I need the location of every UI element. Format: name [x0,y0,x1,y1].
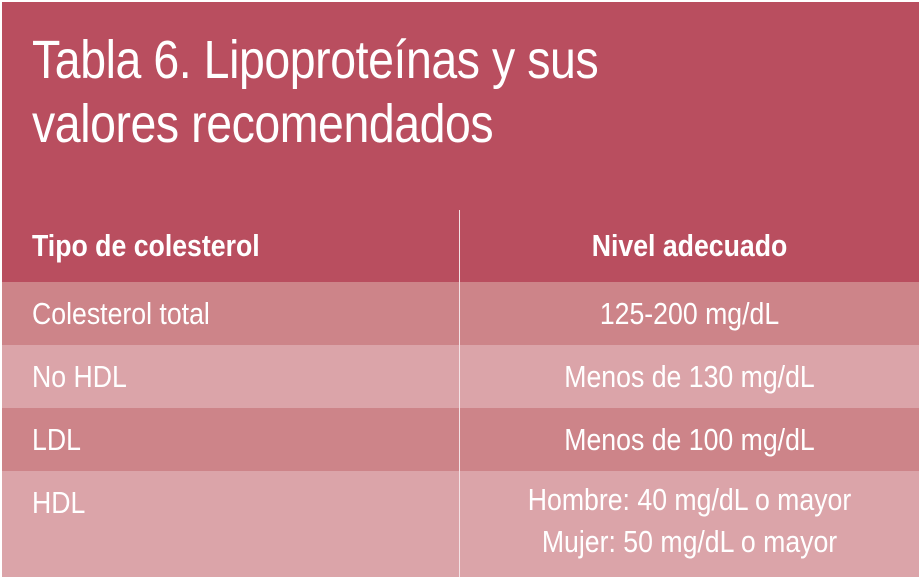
table-title-line-2: valores recomendados [32,94,494,154]
cell-tipo: No HDL [32,359,127,394]
cell-nivel: Menos de 100 mg/dL [564,422,815,457]
table-row: HDL Hombre: 40 mg/dL o mayor Mujer: 50 m… [2,471,919,577]
table-row: LDL Menos de 100 mg/dL [2,408,919,471]
header-tipo-de-colesterol: Tipo de colesterol [32,228,260,263]
lipoprotein-table: Tabla 6. Lipoproteínas y sus valores rec… [2,2,919,577]
cell-nivel: 125-200 mg/dL [599,296,780,331]
table-title: Tabla 6. Lipoproteínas y sus valores rec… [32,28,772,156]
cell-nivel-line-2: Mujer: 50 mg/dL o mayor [541,524,838,559]
cell-tipo: Colesterol total [32,296,210,331]
cell-tipo: HDL [32,485,86,520]
cell-nivel: Menos de 130 mg/dL [564,359,815,394]
column-divider [459,210,460,577]
table-header-row: Tipo de colesterol Nivel adecuado [2,210,919,282]
table-title-line-1: Tabla 6. Lipoproteínas y sus [32,30,599,90]
table-row: Colesterol total 125-200 mg/dL [2,282,919,345]
cell-nivel-line-1: Hombre: 40 mg/dL o mayor [527,482,852,517]
header-nivel-adecuado: Nivel adecuado [591,228,788,263]
cell-tipo: LDL [32,422,81,457]
table-row: No HDL Menos de 130 mg/dL [2,345,919,408]
